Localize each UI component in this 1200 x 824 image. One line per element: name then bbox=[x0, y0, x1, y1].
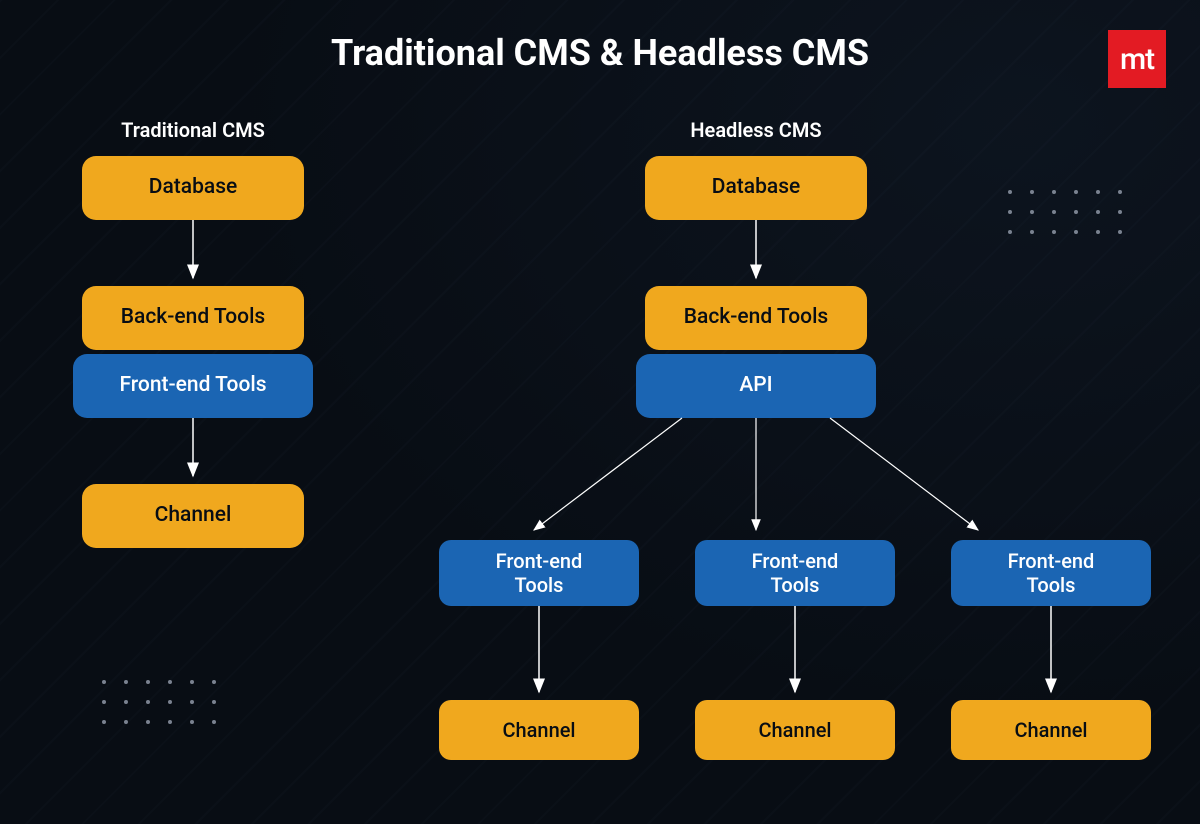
h-frontend-3-label: Front-endTools bbox=[1008, 549, 1095, 597]
decorative-dots-top-right bbox=[1008, 190, 1122, 234]
h-api-node: API bbox=[636, 354, 876, 418]
brand-logo-text: mt bbox=[1120, 42, 1154, 77]
t-frontend-node: Front-end Tools bbox=[73, 354, 313, 418]
h-channel-2-node: Channel bbox=[695, 700, 895, 760]
diagram-title: Traditional CMS & Headless CMS bbox=[0, 32, 1200, 74]
h-frontend-1-label: Front-endTools bbox=[496, 549, 583, 597]
headless-subtitle: Headless CMS bbox=[645, 118, 867, 142]
t-channel-node: Channel bbox=[82, 484, 304, 548]
h-channel-1-node: Channel bbox=[439, 700, 639, 760]
h-frontend-1-node: Front-endTools bbox=[439, 540, 639, 606]
h-frontend-2-node: Front-endTools bbox=[695, 540, 895, 606]
h-frontend-2-label: Front-endTools bbox=[752, 549, 839, 597]
h-backend-node: Back-end Tools bbox=[645, 286, 867, 350]
h-channel-3-node: Channel bbox=[951, 700, 1151, 760]
decorative-dots-bottom-left bbox=[102, 680, 216, 724]
brand-logo: mt bbox=[1108, 30, 1166, 88]
t-backend-node: Back-end Tools bbox=[82, 286, 304, 350]
t-database-node: Database bbox=[82, 156, 304, 220]
traditional-subtitle: Traditional CMS bbox=[82, 118, 304, 142]
h-frontend-3-node: Front-endTools bbox=[951, 540, 1151, 606]
h-database-node: Database bbox=[645, 156, 867, 220]
